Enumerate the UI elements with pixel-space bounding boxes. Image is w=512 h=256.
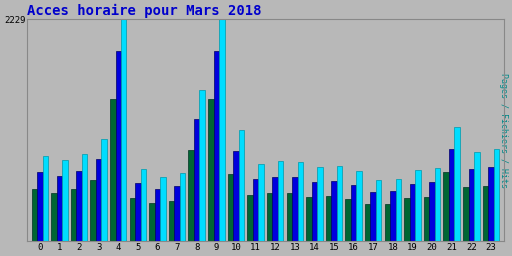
Bar <box>331 181 337 241</box>
Bar <box>247 195 253 241</box>
Bar <box>32 189 37 241</box>
Bar <box>443 172 449 241</box>
Bar <box>449 149 455 241</box>
Bar <box>435 168 440 241</box>
Bar <box>326 196 331 241</box>
Bar <box>214 51 219 241</box>
Bar <box>71 189 76 241</box>
Bar <box>317 167 323 241</box>
Bar <box>116 51 121 241</box>
Bar <box>200 90 205 241</box>
Bar <box>37 172 42 241</box>
Bar <box>208 99 214 241</box>
Bar <box>188 150 194 241</box>
Bar <box>424 197 430 241</box>
Bar <box>130 198 135 241</box>
Bar <box>463 187 468 241</box>
Bar <box>415 170 421 241</box>
Bar <box>410 184 415 241</box>
Bar <box>96 159 101 241</box>
Bar <box>51 193 57 241</box>
Bar <box>76 171 82 241</box>
Bar <box>390 191 396 241</box>
Bar <box>141 169 146 241</box>
Bar <box>455 127 460 241</box>
Bar <box>121 19 126 241</box>
Bar <box>194 119 200 241</box>
Bar <box>356 171 362 241</box>
Bar <box>150 202 155 241</box>
Bar <box>396 179 401 241</box>
Bar <box>239 130 244 241</box>
Bar <box>306 197 312 241</box>
Bar <box>312 182 317 241</box>
Bar <box>219 19 225 241</box>
Bar <box>62 160 68 241</box>
Bar <box>180 173 185 241</box>
Bar <box>385 204 390 241</box>
Y-axis label: Pages / Fichiers / Hits: Pages / Fichiers / Hits <box>499 73 508 188</box>
Bar <box>488 167 494 241</box>
Bar <box>483 186 488 241</box>
Bar <box>278 161 284 241</box>
Bar <box>404 198 410 241</box>
Bar <box>474 152 480 241</box>
Bar <box>297 162 303 241</box>
Bar <box>292 177 297 241</box>
Bar <box>272 177 278 241</box>
Bar <box>169 201 175 241</box>
Bar <box>135 183 141 241</box>
Bar <box>258 164 264 241</box>
Bar <box>155 189 160 241</box>
Bar <box>371 192 376 241</box>
Bar <box>346 199 351 241</box>
Bar <box>110 99 116 241</box>
Bar <box>101 139 107 241</box>
Bar <box>430 182 435 241</box>
Bar <box>351 185 356 241</box>
Bar <box>267 193 272 241</box>
Bar <box>160 177 166 241</box>
Bar <box>91 180 96 241</box>
Bar <box>376 180 381 241</box>
Bar <box>57 176 62 241</box>
Bar <box>337 166 342 241</box>
Bar <box>287 193 292 241</box>
Text: Acces horaire pour Mars 2018: Acces horaire pour Mars 2018 <box>27 4 262 18</box>
Bar <box>42 156 48 241</box>
Bar <box>233 151 239 241</box>
Bar <box>468 169 474 241</box>
Bar <box>175 186 180 241</box>
Bar <box>253 179 258 241</box>
Bar <box>365 204 371 241</box>
Bar <box>82 154 87 241</box>
Bar <box>494 149 499 241</box>
Bar <box>228 174 233 241</box>
